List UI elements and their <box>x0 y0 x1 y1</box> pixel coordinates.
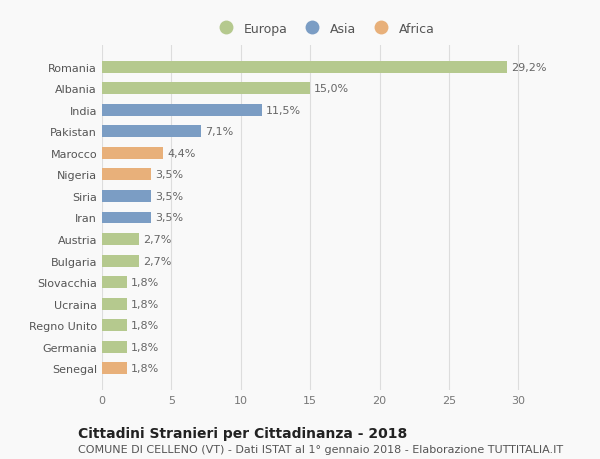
Text: 1,8%: 1,8% <box>131 278 160 287</box>
Text: 1,8%: 1,8% <box>131 299 160 309</box>
Text: 11,5%: 11,5% <box>266 106 301 116</box>
Bar <box>102 169 151 181</box>
Bar <box>102 255 139 267</box>
Text: 3,5%: 3,5% <box>155 213 183 223</box>
Text: 4,4%: 4,4% <box>167 149 196 158</box>
Text: 3,5%: 3,5% <box>155 170 183 180</box>
Bar <box>102 105 262 117</box>
Text: 1,8%: 1,8% <box>131 320 160 330</box>
Bar <box>102 277 127 288</box>
Text: 1,8%: 1,8% <box>131 364 160 374</box>
Text: 3,5%: 3,5% <box>155 191 183 202</box>
Text: Cittadini Stranieri per Cittadinanza - 2018: Cittadini Stranieri per Cittadinanza - 2… <box>78 426 407 440</box>
Bar <box>102 234 139 246</box>
Text: 7,1%: 7,1% <box>205 127 233 137</box>
Bar <box>102 190 151 202</box>
Legend: Europa, Asia, Africa: Europa, Asia, Africa <box>209 18 439 41</box>
Bar <box>102 341 127 353</box>
Text: 15,0%: 15,0% <box>314 84 349 94</box>
Bar <box>102 363 127 375</box>
Bar <box>102 298 127 310</box>
Bar <box>102 212 151 224</box>
Text: 2,7%: 2,7% <box>143 235 172 245</box>
Text: 1,8%: 1,8% <box>131 342 160 352</box>
Text: COMUNE DI CELLENO (VT) - Dati ISTAT al 1° gennaio 2018 - Elaborazione TUTTITALIA: COMUNE DI CELLENO (VT) - Dati ISTAT al 1… <box>78 444 563 454</box>
Text: 2,7%: 2,7% <box>143 256 172 266</box>
Bar <box>102 83 310 95</box>
Bar <box>102 148 163 159</box>
Text: 29,2%: 29,2% <box>511 62 547 73</box>
Bar <box>102 126 200 138</box>
Bar <box>102 319 127 331</box>
Bar <box>102 62 507 73</box>
